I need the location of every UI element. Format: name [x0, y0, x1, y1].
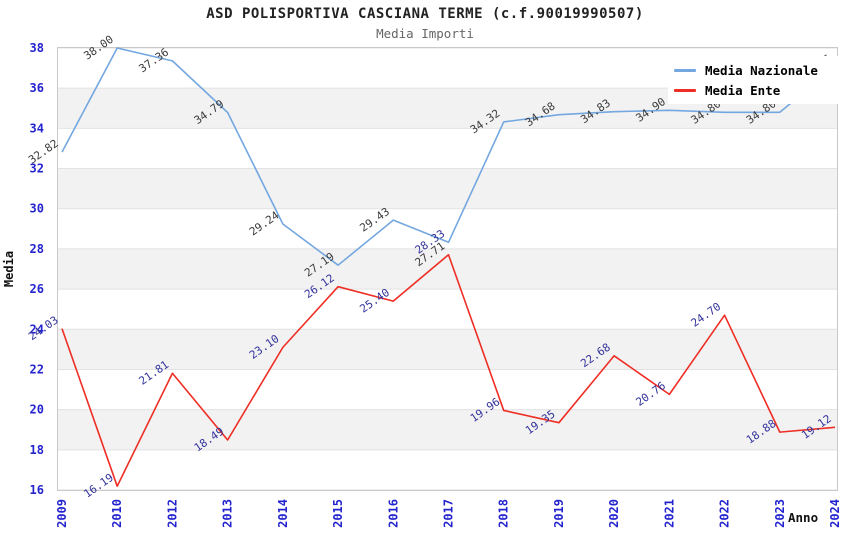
data-label: 29.24	[247, 209, 282, 239]
chart-title: ASD POLISPORTIVA CASCIANA TERME (c.f.900…	[206, 6, 644, 22]
x-axis-title: Anno	[788, 510, 819, 525]
x-tick-label: 2009	[55, 499, 69, 528]
x-tick-label: 2014	[276, 499, 290, 528]
legend-label-media-nazionale: Media Nazionale	[705, 62, 818, 78]
y-tick-label: 28	[30, 242, 44, 256]
y-tick-label: 34	[30, 121, 44, 135]
x-tick-label: 2012	[165, 499, 179, 528]
x-tick-label: 2018	[497, 499, 511, 528]
y-tick-label: 26	[30, 282, 44, 296]
x-tick-label: 2024	[828, 499, 842, 528]
y-tick-label: 16	[30, 483, 44, 497]
y-tick-label: 36	[30, 81, 44, 95]
nazionale-line-swatch	[674, 68, 696, 72]
legend-item-media-ente: Media Ente	[674, 83, 848, 98]
x-tick-label: 2010	[110, 499, 124, 528]
chart-subtitle: Media Importi	[376, 26, 474, 41]
band-stripe	[57, 168, 838, 209]
y-tick-label: 30	[30, 202, 44, 216]
data-label: 20.76	[633, 379, 668, 409]
band-stripe	[57, 329, 838, 370]
x-tick-label: 2023	[773, 499, 787, 528]
x-tick-label: 2013	[221, 499, 235, 528]
ente-line-swatch	[674, 88, 696, 92]
band-stripe	[57, 409, 838, 450]
data-label: 16.19	[81, 471, 116, 501]
y-tick-label: 20	[30, 403, 44, 417]
series-line-media-ente	[61, 253, 836, 487]
series-line-media-nazionale	[61, 47, 836, 266]
data-label: 37.36	[137, 46, 172, 76]
y-tick-label: 22	[30, 362, 44, 376]
x-tick-label: 2022	[718, 499, 732, 528]
legend-item-media-nazionale: Media Nazionale	[674, 63, 848, 78]
y-tick-label: 32	[30, 162, 44, 176]
legend-label-media-ente: Media Ente	[705, 82, 781, 98]
y-tick-label: 18	[30, 443, 44, 457]
x-tick-label: 2019	[552, 499, 566, 528]
data-label: 24.03	[26, 313, 61, 343]
x-tick-label: 2016	[386, 499, 400, 528]
x-tick-label: 2015	[331, 499, 345, 528]
data-label: 25.40	[357, 286, 392, 316]
y-tick-label: 24	[30, 322, 44, 336]
legend: Media Nazionale Media Ente	[668, 56, 848, 104]
x-tick-label: 2021	[662, 499, 676, 528]
x-tick-label: 2020	[607, 499, 621, 528]
y-tick-label: 38	[30, 41, 44, 55]
data-label: 29.43	[357, 205, 392, 235]
x-tick-label: 2017	[442, 499, 456, 528]
plot-border	[57, 47, 838, 491]
